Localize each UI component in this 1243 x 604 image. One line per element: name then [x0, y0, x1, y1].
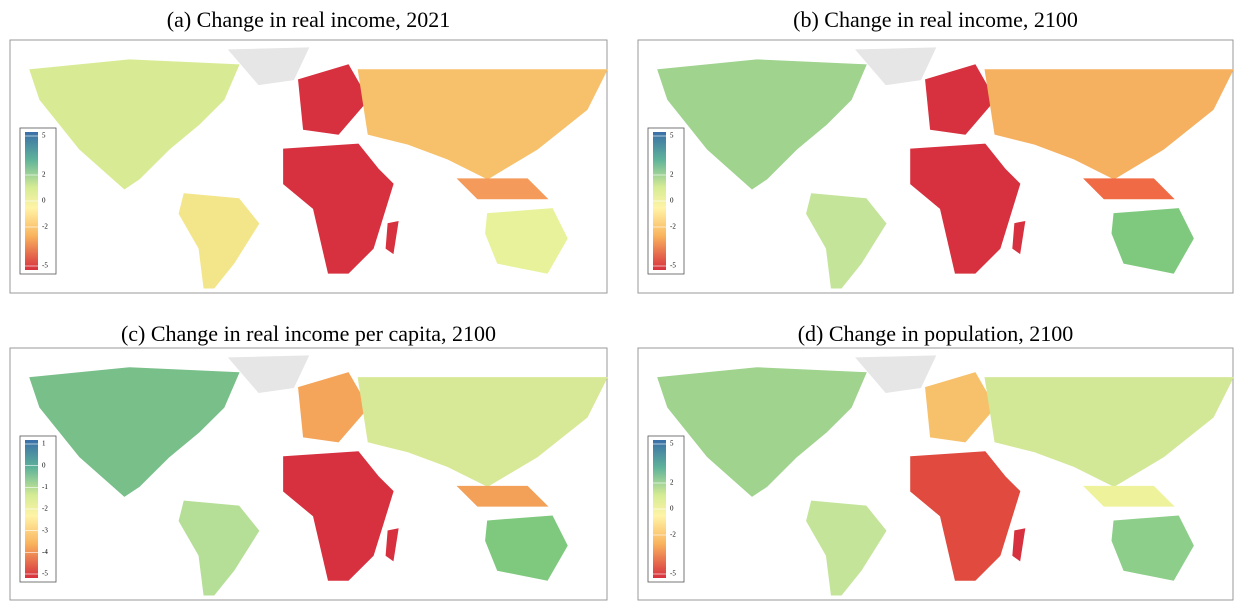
land — [1111, 208, 1194, 274]
land — [925, 64, 996, 135]
legend-tick-label: -2 — [670, 223, 676, 231]
land — [657, 367, 867, 497]
legend-tick-label: 5 — [670, 132, 674, 140]
land — [657, 59, 867, 190]
map-panel: (c) Change in real income per capita, 21… — [9, 321, 608, 601]
legend-tick-label: -2 — [670, 531, 676, 539]
land — [227, 47, 310, 86]
panel-title: (c) Change in real income per capita, 21… — [121, 321, 496, 346]
land — [485, 208, 568, 274]
land — [227, 355, 310, 393]
land — [456, 485, 549, 507]
land — [1083, 178, 1175, 200]
map — [657, 47, 1234, 289]
land — [910, 143, 1021, 274]
map — [29, 47, 608, 289]
legend-tick-label: -3 — [42, 526, 48, 534]
land — [283, 451, 394, 581]
legend-tick-label: -5 — [670, 570, 676, 578]
legend-tick-label: 0 — [42, 197, 46, 205]
land — [806, 193, 887, 289]
legend-tick-label: -2 — [42, 505, 48, 513]
land — [29, 367, 240, 497]
land — [298, 64, 369, 135]
legend-tick-label: -5 — [42, 570, 48, 578]
map-panel: (a) Change in real income, 2021 5 2 0 -2 -5 — [9, 7, 608, 294]
land — [806, 500, 887, 596]
panel-title: (d) Change in population, 2100 — [798, 321, 1074, 346]
land — [855, 355, 937, 393]
land — [1083, 485, 1175, 507]
legend-tick-label: 5 — [42, 132, 46, 140]
legend-tick-label: 0 — [670, 505, 674, 513]
land — [29, 59, 240, 190]
legend-tick-label: -4 — [42, 548, 48, 556]
land — [178, 193, 260, 289]
legend-tick-label: -2 — [42, 223, 48, 231]
panel-title: (a) Change in real income, 2021 — [167, 7, 450, 32]
map-panel: (d) Change in population, 2100 5 2 0 -2 -5 — [637, 321, 1234, 601]
land — [283, 143, 394, 274]
land — [1012, 220, 1026, 255]
land — [1012, 528, 1026, 562]
land — [298, 372, 369, 443]
land — [855, 47, 937, 86]
legend-tick-label: 5 — [670, 440, 674, 448]
land — [385, 528, 399, 562]
land — [1111, 515, 1194, 581]
legend-tick-label: -5 — [42, 262, 48, 270]
legend-tick-label: 2 — [670, 479, 674, 487]
legend-tick-label: 2 — [670, 171, 674, 179]
land — [456, 178, 549, 200]
land — [910, 451, 1021, 581]
land — [178, 500, 260, 596]
map — [657, 355, 1234, 596]
map-panel: (b) Change in real income, 2100 5 2 0 -2 -5 — [637, 7, 1234, 294]
legend-tick-label: 0 — [42, 461, 46, 469]
land — [925, 372, 996, 443]
legend-tick-label: -5 — [670, 262, 676, 270]
panel-title: (b) Change in real income, 2100 — [793, 7, 1078, 32]
legend-tick-label: 0 — [670, 197, 674, 205]
legend-tick-label: -1 — [42, 483, 48, 491]
map — [29, 355, 608, 596]
land — [385, 220, 399, 255]
legend-tick-label: 2 — [42, 171, 46, 179]
legend-tick-label: 1 — [42, 440, 46, 448]
land — [485, 515, 568, 581]
